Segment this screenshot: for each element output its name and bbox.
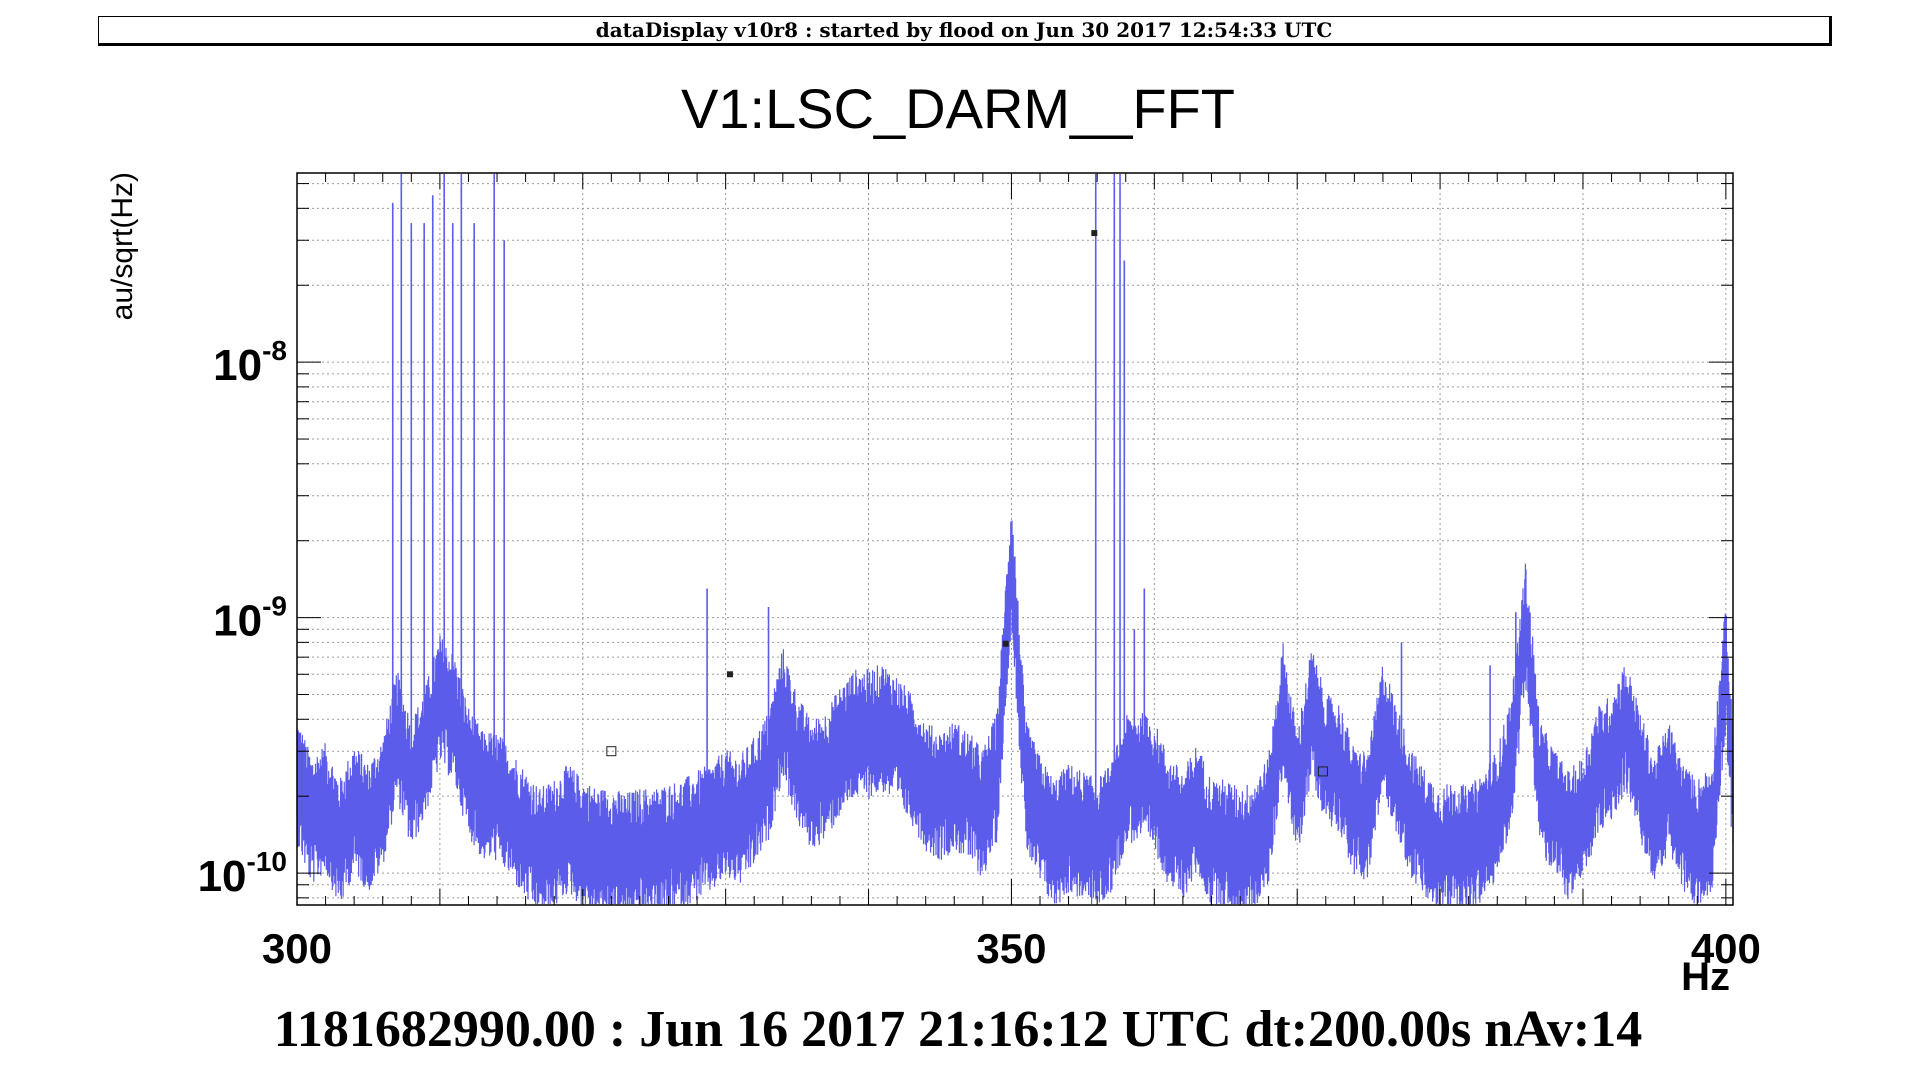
y-tick-exponent: -10: [247, 846, 287, 877]
x-tick-label: 400: [1691, 925, 1761, 972]
peak-marker: [1002, 640, 1009, 647]
y-tick-base: 10: [213, 341, 262, 390]
plot-title: V1:LSC_DARM__FFT: [681, 77, 1235, 140]
peak-marker: [1091, 230, 1098, 237]
header-banner: dataDisplay v10r8 : started by flood on …: [98, 16, 1832, 46]
y-tick-label: 10-10: [198, 846, 287, 901]
peak-marker: [606, 746, 617, 757]
header-text: dataDisplay v10r8 : started by flood on …: [595, 18, 1333, 42]
x-axis: 300 350 400: [262, 173, 1761, 972]
x-tick-label: 300: [262, 925, 332, 972]
footer-timestamp: 1181682990.00 : Jun 16 2017 21:16:12 UTC…: [273, 1001, 1643, 1058]
x-axis-label: Hz: [1681, 955, 1730, 999]
plot-frame: [296, 172, 1734, 906]
y-tick-label: 10-8: [213, 335, 287, 390]
y-tick-label: 10-9: [213, 591, 287, 646]
series-layer: [296, 174, 1734, 905]
plot-border: [296, 172, 1734, 906]
y-tick-base: 10: [213, 597, 262, 646]
x-tick-label: 350: [976, 925, 1046, 972]
y-tick-exponent: -8: [262, 335, 287, 366]
y-tick-base: 10: [198, 852, 247, 901]
y-tick-exponent: -9: [262, 591, 287, 622]
series-trace: [296, 520, 1734, 905]
peak-marker: [726, 671, 733, 678]
marker-layer: [606, 230, 1328, 777]
y-axis-label: au/sqrt(Hz): [106, 172, 139, 320]
peak-marker: [1317, 766, 1328, 777]
